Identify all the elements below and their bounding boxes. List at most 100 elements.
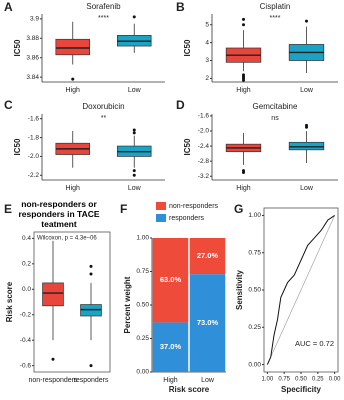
- outlier: [51, 357, 55, 361]
- x-tick-label: High: [66, 87, 81, 94]
- outlier: [89, 364, 93, 368]
- y-tick-label: 3: [205, 57, 209, 64]
- reference-diagonal: [267, 215, 335, 365]
- y-tick-label: 0.2: [22, 261, 31, 268]
- panel-label: C: [4, 98, 13, 112]
- plot-frame: [33, 231, 111, 373]
- y-tick-label: -0.2: [20, 311, 32, 318]
- significance: ****: [98, 15, 109, 22]
- outlier: [305, 123, 308, 127]
- y-tick-label: 0.25: [248, 324, 261, 331]
- x-axis-label: Specificity: [281, 385, 322, 394]
- x-tick-label: 0.75: [278, 377, 290, 383]
- y-tick-label: 2: [205, 75, 209, 82]
- y-tick-label: -1.6: [28, 115, 40, 122]
- y-axis-label: Percent weight: [123, 276, 132, 333]
- y-tick-label: 3.9: [30, 16, 39, 23]
- x-tick-label: High: [236, 185, 251, 192]
- y-tick-label: -0.6: [20, 362, 32, 369]
- y-tick-label: -1.6: [198, 113, 210, 120]
- panel-title: non-responders or responders in TACE tea…: [18, 199, 100, 229]
- outlier: [305, 19, 308, 23]
- outlier: [89, 272, 93, 276]
- outlier: [132, 128, 136, 132]
- box: [288, 141, 325, 151]
- x-tick-label: Low: [128, 185, 142, 192]
- y-tick-label: 0.75: [248, 249, 261, 256]
- panel-label: E: [4, 202, 12, 216]
- outlier: [132, 15, 136, 19]
- y-axis-label: IC50: [13, 39, 22, 56]
- outlier: [71, 77, 75, 81]
- x-tick-label: 0.25: [312, 377, 324, 383]
- y-tick-label: 1.00: [136, 235, 149, 242]
- value-label: 27.0%: [197, 251, 219, 260]
- panel-label: B: [176, 0, 185, 14]
- y-tick-label: 0.25: [136, 335, 149, 342]
- significance: **: [101, 115, 107, 122]
- box: [55, 38, 91, 56]
- x-tick-label: High: [66, 185, 81, 192]
- annotation: AUC = 0.72: [295, 339, 334, 348]
- y-tick-label: 1.00: [248, 212, 261, 219]
- value-label: 63.0%: [160, 275, 182, 284]
- y-tick-label: 0.50: [248, 287, 261, 294]
- x-tick-label: non-responders: [28, 377, 78, 384]
- y-axis-label: IC50: [183, 138, 192, 155]
- y-tick-label: 3.86: [26, 54, 39, 61]
- y-tick-label: -2.0: [28, 153, 40, 160]
- outlier: [242, 78, 245, 82]
- bar-segment: [152, 322, 189, 372]
- y-tick-label: 5: [205, 21, 209, 28]
- roc-curve: [266, 215, 335, 365]
- x-tick-label: Low: [300, 185, 314, 192]
- legend-label: non-responders: [169, 203, 219, 210]
- box: [42, 282, 64, 307]
- y-tick-label: 0.75: [136, 268, 149, 275]
- y-tick-label: 0.4: [22, 235, 31, 242]
- y-tick-label: 0.00: [136, 369, 149, 376]
- panel-title: Gemcitabine: [253, 102, 298, 111]
- outlier: [132, 173, 136, 177]
- y-tick-label: 0.00: [248, 361, 261, 368]
- x-tick-label: High: [236, 87, 251, 94]
- x-tick-label: Low: [128, 87, 142, 94]
- y-tick-label: 0.0: [22, 286, 31, 293]
- outlier: [132, 131, 136, 135]
- x-tick-label: Low: [201, 377, 215, 384]
- annotation: Wilcoxon, p = 4.3e−06: [37, 236, 97, 242]
- x-tick-label: responders: [73, 377, 109, 384]
- panel-label: A: [4, 0, 13, 14]
- outlier: [242, 23, 245, 27]
- outlier: [132, 169, 136, 173]
- outlier: [242, 170, 245, 174]
- legend-swatch: [156, 214, 166, 222]
- x-tick-label: 1.00: [262, 377, 274, 383]
- x-tick-label: Low: [300, 87, 314, 94]
- y-tick-label: 4: [205, 39, 209, 46]
- y-axis-label: IC50: [13, 138, 22, 155]
- outlier: [89, 264, 93, 268]
- value-label: 73.0%: [197, 318, 219, 327]
- significance: ****: [270, 15, 281, 22]
- x-axis-label: Risk score: [169, 385, 210, 394]
- value-label: 37.0%: [160, 342, 182, 351]
- x-tick-label: 0.00: [329, 377, 341, 383]
- bar-segment: [152, 238, 189, 323]
- significance: ns: [271, 115, 279, 122]
- y-tick-label: 3.84: [26, 74, 39, 81]
- x-tick-label: High: [163, 377, 178, 384]
- panel-label: G: [234, 202, 243, 216]
- y-tick-label: -2.2: [28, 172, 40, 179]
- bar-segment: [189, 238, 226, 275]
- y-tick-label: -2.8: [198, 158, 210, 165]
- panel-label: D: [176, 98, 185, 112]
- y-axis-label: Risk score: [5, 281, 14, 322]
- y-tick-label: 0.50: [136, 302, 149, 309]
- legend-label: responders: [169, 215, 205, 222]
- y-axis-label: Sensitivity: [235, 269, 244, 310]
- x-tick-label: 0.50: [295, 377, 307, 383]
- y-tick-label: -2.4: [198, 143, 210, 150]
